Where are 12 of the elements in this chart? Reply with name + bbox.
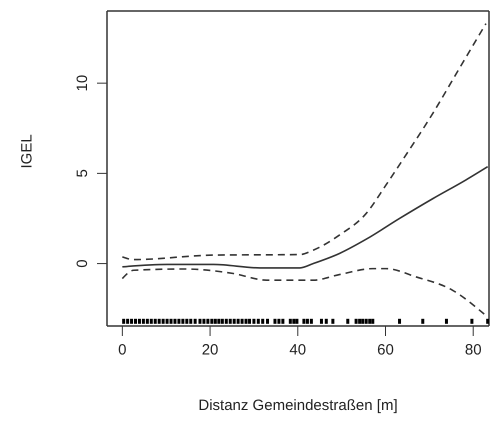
x-tick-label: 60 [377, 342, 394, 359]
y-tick-label: 0 [74, 259, 91, 268]
x-tick-label: 20 [202, 342, 218, 359]
y-tick-label: 10 [74, 74, 91, 92]
line-series [122, 268, 485, 315]
x-axis-title: Distanz Gemeindestraßen [m] [198, 397, 398, 414]
y-tick-label: 5 [74, 169, 91, 178]
line-series [122, 22, 487, 260]
x-tick-label: 0 [118, 342, 127, 359]
x-tick-label: 40 [289, 342, 306, 359]
x-tick-label: 80 [464, 342, 482, 359]
y-axis-title: IGEL [18, 134, 36, 168]
